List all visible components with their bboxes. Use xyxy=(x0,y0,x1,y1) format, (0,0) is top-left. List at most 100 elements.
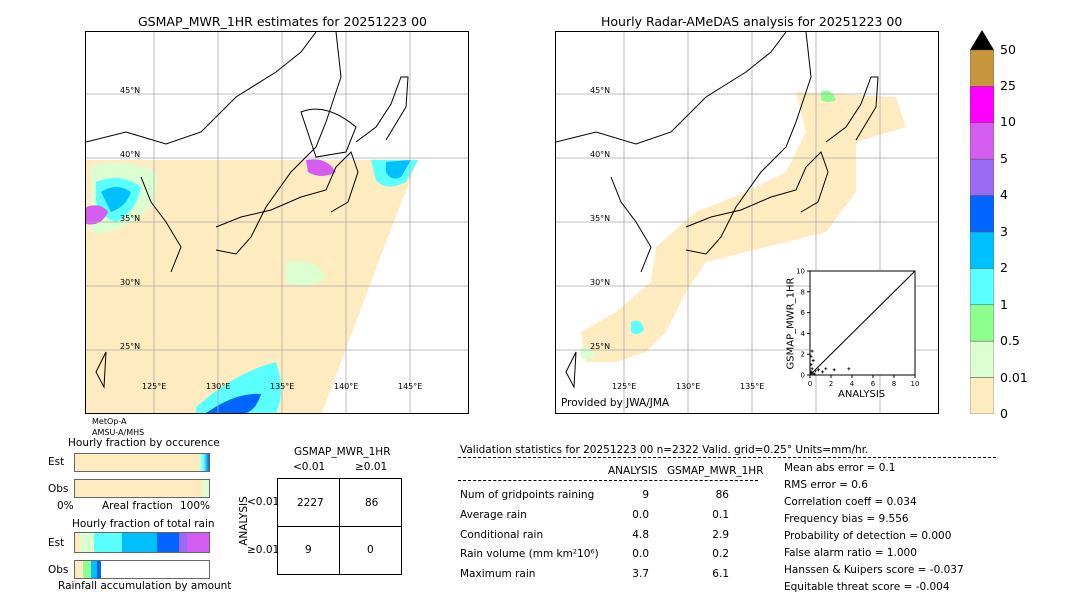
fraction-obs-label-2: Obs xyxy=(48,564,69,576)
scatter-xlabel: ANALYSIS xyxy=(838,389,886,400)
validation-divider xyxy=(458,457,996,458)
scatter-xtick-label: 2 xyxy=(829,380,833,388)
colorbar-segment xyxy=(969,122,995,160)
scatter-xtick-label: 8 xyxy=(892,380,896,388)
scatter-point xyxy=(824,367,828,371)
cb-label-25: 25 xyxy=(1000,78,1016,93)
scatter-plot: 0 0 2 2 4 4 6 6 8 8 10 10 xyxy=(780,265,925,405)
validation-row-label: Maximum rain xyxy=(460,568,536,580)
validation-row-label: Conditional rain xyxy=(460,529,544,541)
left-grid xyxy=(86,32,468,413)
score-bias: Frequency bias = 9.556 xyxy=(784,513,909,525)
scatter-xtick-label: 6 xyxy=(871,380,876,388)
validation-row-gsmap: 6.1 xyxy=(712,568,729,580)
cb-label-4: 4 xyxy=(1000,187,1008,202)
left-rain-blue-nw xyxy=(101,187,131,212)
left-rain-pink-ne xyxy=(306,159,336,176)
right-map-canvas xyxy=(556,32,938,413)
scatter-ytick-label: 6 xyxy=(801,309,806,317)
validation-col-gsmap: GSMAP_MWR_1HR xyxy=(667,465,764,477)
scatter-point xyxy=(847,367,851,371)
left-rain-blue-ne xyxy=(386,160,411,179)
contingency-cell-a: 2227 xyxy=(297,497,324,509)
validation-header: Validation statistics for 20251223 00 n=… xyxy=(460,444,869,456)
scatter-ytick-label: 10 xyxy=(796,268,805,276)
left-map: 45°N 40°N 35°N 30°N 25°N 125°E 130°E 135… xyxy=(85,31,469,414)
scatter-point xyxy=(810,349,814,353)
validation-row-analysis: 0.0 xyxy=(632,548,649,560)
validation-row-label: Average rain xyxy=(460,509,527,521)
right-rain-cyan xyxy=(631,320,644,335)
colorbar-segment xyxy=(969,49,995,87)
scatter-point xyxy=(832,368,836,372)
scatter-xtick-label: 0 xyxy=(808,380,812,388)
occurrence-obs-bar xyxy=(74,479,210,498)
validation-row-gsmap: 0.1 xyxy=(712,509,729,521)
colorbar-canvas xyxy=(969,30,995,415)
right-lat-30: 30°N xyxy=(590,278,611,287)
right-coastline xyxy=(556,32,879,389)
right-lat-45: 45°N xyxy=(590,86,611,95)
right-analysis-area xyxy=(581,92,906,362)
left-rain-magenta-nw xyxy=(86,205,108,225)
right-rain-green xyxy=(821,90,836,102)
left-lat-25: 25°N xyxy=(120,342,141,351)
score-ets: Equitable threat score = -0.004 xyxy=(784,581,950,593)
contingency-cell-c: 9 xyxy=(305,544,312,556)
scatter-point xyxy=(809,363,813,367)
scatter-ytick-label: 2 xyxy=(801,351,805,359)
left-rain-green-s xyxy=(286,261,326,286)
validation-row-gsmap: 86 xyxy=(715,489,729,501)
cb-label-5: 5 xyxy=(1000,151,1008,166)
validation-col-divider xyxy=(458,480,758,481)
score-far: False alarm ratio = 1.000 xyxy=(784,547,917,559)
fraction-occurrence-title: Hourly fraction by occurence xyxy=(68,437,220,449)
left-lat-40: 40°N xyxy=(120,150,141,159)
colorbar-extend-arrow xyxy=(970,30,994,50)
left-lat-45: 45°N xyxy=(120,86,141,95)
contingency-cell-b: 86 xyxy=(365,497,379,509)
right-lat-40: 40°N xyxy=(590,150,611,159)
validation-row-analysis: 0.0 xyxy=(632,509,649,521)
cb-label-3: 3 xyxy=(1000,224,1008,239)
score-rmse: RMS error = 0.6 xyxy=(784,479,868,491)
scatter-point xyxy=(810,371,814,375)
fraction-axis-mid: Areal fraction xyxy=(102,500,173,512)
scatter-canvas: 00 2 2 4 4 6 6 8 8 10 10 xyxy=(796,268,919,389)
colorbar-segment xyxy=(969,158,995,196)
scatter-xtick-label: 4 xyxy=(850,380,855,388)
cb-label-10: 10 xyxy=(1000,114,1016,129)
scatter-diagonal xyxy=(809,270,916,376)
left-lon-145: 145°E xyxy=(398,382,423,391)
right-lon-135: 135°E xyxy=(740,382,765,391)
right-lat-35: 35°N xyxy=(590,214,611,223)
cb-label-0: 0 xyxy=(1000,406,1008,421)
validation-row-analysis: 3.7 xyxy=(632,568,649,580)
scatter-ylabel: GSMAP_MWR_1HR xyxy=(785,277,797,370)
fraction-est-label-2: Est xyxy=(48,537,65,549)
cb-label-50: 50 xyxy=(1000,42,1016,57)
fraction-total-title: Hourly fraction of total rain xyxy=(72,518,215,530)
validation-col-analysis: ANALYSIS xyxy=(608,465,658,477)
colorbar-segment xyxy=(969,86,995,124)
scatter-point xyxy=(821,370,825,374)
scatter-point xyxy=(816,368,820,372)
provider-note: Provided by JWA/JMA xyxy=(561,397,670,409)
scatter-point xyxy=(810,367,814,371)
satellite-note-1: MetOp-A xyxy=(92,417,127,426)
fraction-footer: Rainfall accumulation by amount xyxy=(58,580,232,592)
left-lat-35: 35°N xyxy=(120,214,141,223)
score-corr: Correlation coeff = 0.034 xyxy=(784,496,917,508)
scatter-ytick-label: 8 xyxy=(801,288,805,296)
total-est-bar xyxy=(74,532,210,553)
score-pod: Probability of detection = 0.000 xyxy=(784,530,952,542)
colorbar-segment xyxy=(969,195,995,233)
total-obs-bar xyxy=(74,560,210,579)
cb-label-0-5: 0.5 xyxy=(1000,333,1020,348)
right-rain-lightgreen xyxy=(581,345,596,360)
colorbar-segment xyxy=(969,377,995,415)
score-mae: Mean abs error = 0.1 xyxy=(784,462,896,474)
colorbar-segment xyxy=(969,304,995,342)
validation-row-gsmap: 2.9 xyxy=(712,529,729,541)
contingency-row-ge: ≥0.01 xyxy=(247,544,280,556)
